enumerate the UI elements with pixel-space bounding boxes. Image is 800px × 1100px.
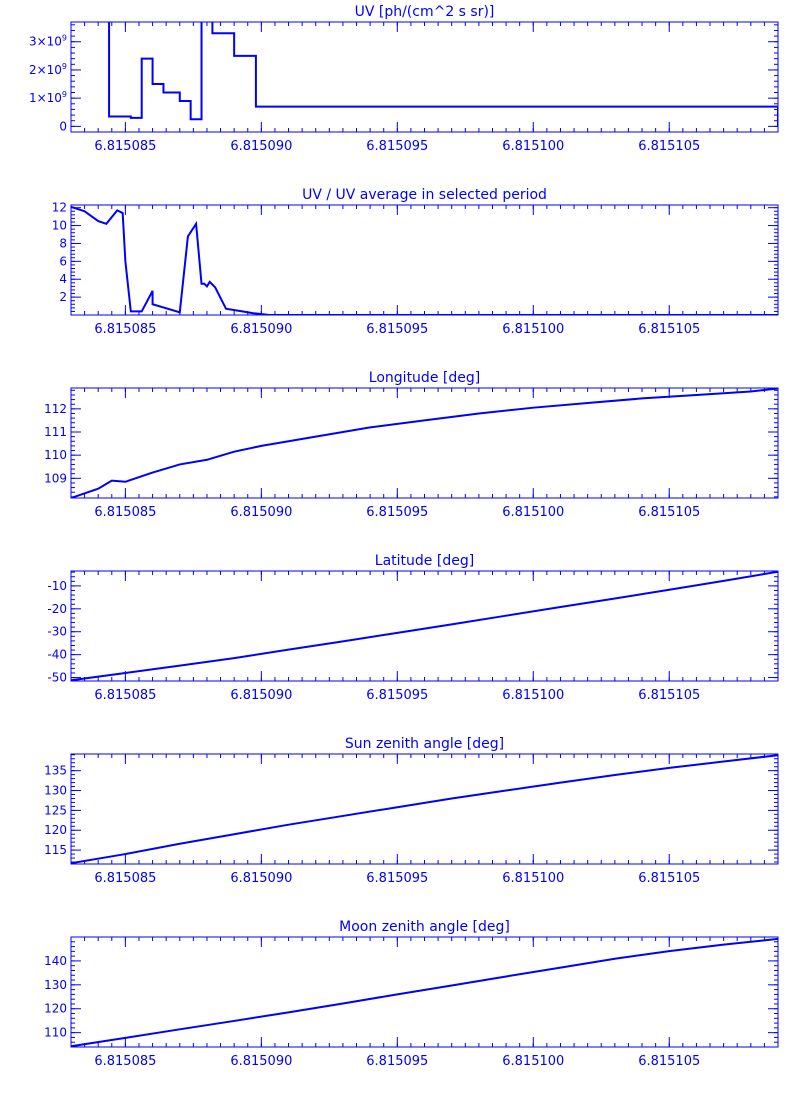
y-tick-label: 2×109 (29, 62, 67, 77)
plot-frame (70, 387, 779, 499)
y-tick-label: -40 (47, 648, 67, 662)
x-tick-label: 6.815100 (502, 139, 564, 154)
x-tick-label: 6.815085 (94, 322, 156, 337)
series-line-1 (71, 205, 778, 315)
y-tick-label: 0 (59, 119, 67, 133)
x-tick-label: 6.815095 (366, 688, 428, 703)
x-tick-label: 6.815090 (230, 322, 292, 337)
y-tick-label: 112 (44, 402, 67, 416)
chart-title: UV [ph/(cm^2 s sr)] (355, 4, 495, 20)
chart-panel-6: Moon zenith angle [deg] 6.815085 6.815090 6… (44, 919, 779, 1069)
y-tick-label: -30 (47, 625, 67, 639)
x-tick-label: 6.815090 (230, 871, 292, 886)
x-tick-label: 6.815090 (230, 139, 292, 154)
x-tick-label: 6.815085 (94, 871, 156, 886)
x-tick-label: 6.815090 (230, 1054, 292, 1069)
x-tick-label: 6.815090 (230, 688, 292, 703)
y-tick-label: 125 (44, 803, 67, 817)
x-tick-label: 6.815105 (638, 871, 700, 886)
chart-panel-2: UV / UV average in selected period 6.8150… (52, 187, 779, 337)
x-tick-label: 6.815085 (94, 1054, 156, 1069)
y-tick-label: 115 (44, 843, 67, 857)
chart-panel-4: Latitude [deg] 6.815085 6.815090 6.815095 6.… (47, 553, 779, 703)
x-tick-label: 6.815095 (366, 139, 428, 154)
y-tick-label: 8 (59, 236, 67, 250)
plot-frame (70, 204, 779, 316)
y-tick-label: 140 (44, 954, 67, 968)
chart-panel-3: Longitude [deg] 6.815085 6.815090 6.815095 6… (44, 370, 779, 520)
x-tick-label: 6.815105 (638, 322, 700, 337)
x-tick-label: 6.815085 (94, 139, 156, 154)
chart-title: Latitude [deg] (375, 553, 474, 569)
x-tick-label: 6.815085 (94, 505, 156, 520)
y-tick-label: 4 (59, 272, 67, 286)
series-line-1 (71, 388, 778, 498)
y-tick-label: 3×109 (29, 34, 67, 49)
x-tick-label: 6.815095 (366, 871, 428, 886)
x-tick-label: 6.815085 (94, 688, 156, 703)
y-tick-label: 110 (44, 1026, 67, 1040)
chart-title: Moon zenith angle [deg] (339, 919, 510, 935)
series-line-1 (71, 571, 778, 681)
x-tick-label: 6.815105 (638, 1054, 700, 1069)
y-tick-label: 135 (44, 764, 67, 778)
plot-frame (70, 570, 779, 682)
plot-frame (70, 936, 779, 1048)
y-tick-label: 6 (59, 254, 67, 268)
x-tick-label: 6.815095 (366, 322, 428, 337)
x-tick-label: 6.815105 (638, 505, 700, 520)
x-tick-label: 6.815095 (366, 1054, 428, 1069)
chart-title: UV / UV average in selected period (302, 187, 547, 203)
y-tick-label: 111 (44, 425, 67, 439)
x-tick-label: 6.815100 (502, 688, 564, 703)
y-tick-label: 120 (44, 1002, 67, 1016)
x-tick-label: 6.815095 (366, 505, 428, 520)
y-tick-label: -20 (47, 602, 67, 616)
y-tick-label: 130 (44, 784, 67, 798)
y-tick-label: 120 (44, 823, 67, 837)
x-tick-label: 6.815100 (502, 322, 564, 337)
y-tick-label: 1×109 (29, 90, 67, 105)
y-tick-label: 2 (59, 290, 67, 304)
x-tick-label: 6.815100 (502, 1054, 564, 1069)
y-tick-label: 110 (44, 448, 67, 462)
chart-panel-1: UV [ph/(cm^2 s sr)] 6.815085 6.815090 6.815… (29, 4, 779, 154)
y-tick-label: -50 (47, 671, 67, 685)
plot-frame (70, 753, 779, 865)
x-tick-label: 6.815100 (502, 505, 564, 520)
chart-panel-5: Sun zenith angle [deg] 6.815085 6.815090 6.… (44, 736, 779, 886)
y-tick-label: 10 (52, 219, 67, 233)
y-tick-label: -10 (47, 579, 67, 593)
chart-title: Sun zenith angle [deg] (345, 736, 504, 752)
y-tick-label: 130 (44, 978, 67, 992)
x-tick-label: 6.815090 (230, 505, 292, 520)
y-tick-label: 12 (52, 201, 67, 215)
chart-title: Longitude [deg] (369, 370, 480, 386)
x-tick-label: 6.815105 (638, 688, 700, 703)
series-line-1 (108, 22, 778, 127)
y-tick-label: 109 (44, 471, 67, 485)
series-line-1 (71, 937, 778, 1047)
x-tick-label: 6.815105 (638, 139, 700, 154)
series-line-1 (71, 754, 778, 864)
x-tick-label: 6.815100 (502, 871, 564, 886)
plot-frame (70, 21, 779, 133)
